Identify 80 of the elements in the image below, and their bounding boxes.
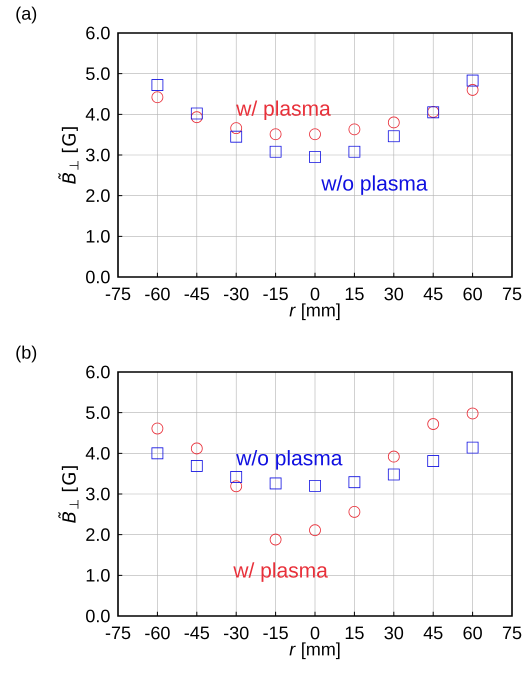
point (190, 108, 203, 120)
x-tick-label: 75 (502, 288, 522, 300)
x-tick-label: 45 (423, 288, 442, 300)
x-tick-label: 75 (502, 626, 522, 640)
point (308, 524, 321, 536)
x-tick-label: 15 (346, 288, 364, 300)
series-label: w/ plasma (233, 562, 328, 582)
y-tick-label: 3.0 (86, 488, 110, 500)
point (230, 130, 242, 143)
y-tick-label: 0.0 (86, 270, 110, 284)
point (466, 74, 478, 86)
y-axis-title: B̃$_{⊥}$ [G] (58, 466, 78, 523)
x-tick-label: 45 (423, 626, 442, 640)
point (308, 151, 321, 163)
y-tick-label: 6.0 (86, 26, 110, 40)
y-tick-label: 6.0 (86, 366, 110, 378)
x-axis-title: r [mm] (289, 303, 340, 320)
point (270, 146, 282, 158)
point (190, 442, 203, 454)
point (466, 84, 478, 96)
point (270, 478, 282, 490)
point (151, 79, 164, 91)
point (230, 480, 242, 492)
y-tick-label: 3.0 (86, 148, 110, 162)
x-tick-label: -75 (106, 288, 130, 300)
point (466, 408, 478, 420)
point (466, 442, 478, 454)
point (388, 130, 400, 142)
x-tick-label: -60 (145, 288, 170, 300)
series-label: w/o plasma (236, 450, 342, 470)
point (388, 468, 400, 480)
point (190, 111, 203, 124)
series-label: w/o plasma (321, 175, 428, 195)
y-tick-label: 4.0 (86, 446, 110, 460)
x-tick-label: -15 (263, 626, 288, 640)
y-tick-label: 5.0 (86, 67, 110, 80)
point (388, 116, 400, 128)
x-tick-label: -45 (184, 288, 209, 300)
x-axis-title: r [mm] (289, 642, 340, 660)
y-tick-label: 2.0 (86, 189, 110, 202)
y-tick-label: 4.0 (86, 108, 110, 121)
y-tick-label: 2.0 (86, 528, 110, 542)
point (230, 122, 242, 134)
point (308, 128, 321, 140)
point (270, 128, 282, 140)
x-tick-label: -60 (145, 626, 170, 640)
x-tick-label: -45 (184, 626, 209, 640)
point (348, 123, 360, 136)
y-tick-label: 5.0 (86, 406, 110, 420)
point (151, 447, 164, 460)
chart-title: (a) (16, 6, 36, 24)
x-tick-label: -75 (106, 626, 130, 640)
x-tick-label: 15 (346, 626, 364, 640)
point (388, 450, 400, 462)
chart-title: (b) (16, 346, 36, 362)
x-tick-label: 60 (463, 288, 482, 300)
point (348, 476, 360, 488)
y-tick-label: 1.0 (86, 568, 110, 582)
point (348, 506, 360, 518)
x-tick-label: -30 (224, 288, 248, 300)
x-tick-label: 30 (384, 288, 403, 300)
x-tick-label: 60 (463, 626, 482, 640)
point (308, 480, 321, 492)
point (190, 460, 203, 472)
point (270, 534, 282, 546)
point (427, 455, 439, 467)
y-tick-label: 1.0 (86, 230, 110, 243)
x-tick-label: 0 (310, 626, 320, 640)
point (348, 146, 360, 158)
series-label: w/ plasma (236, 100, 331, 120)
y-axis-title: B̃$_{⊥}$ [G] (58, 127, 78, 184)
point (427, 418, 439, 430)
point (151, 422, 164, 434)
x-tick-label: -15 (263, 288, 288, 300)
x-tick-label: -30 (224, 626, 248, 640)
x-tick-label: 30 (384, 626, 403, 640)
y-tick-label: 0.0 (86, 610, 110, 622)
x-tick-label: 0 (310, 288, 320, 300)
point (151, 91, 164, 104)
point (230, 471, 242, 483)
